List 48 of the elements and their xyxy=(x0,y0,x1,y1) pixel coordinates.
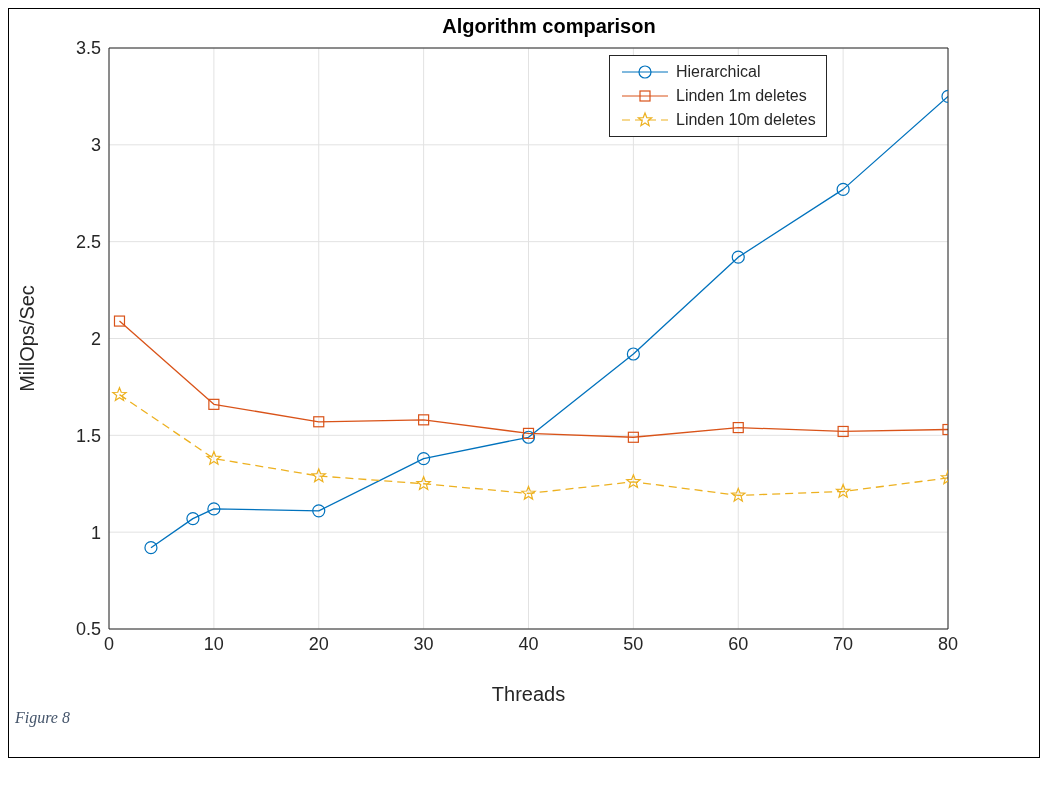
point xyxy=(418,414,430,426)
point xyxy=(730,487,746,502)
point xyxy=(207,502,221,516)
point xyxy=(313,416,325,428)
legend-label: Linden 1m deletes xyxy=(676,87,807,105)
point xyxy=(732,421,744,434)
point xyxy=(731,250,745,264)
x-tick-label: 40 xyxy=(518,633,539,654)
point xyxy=(522,427,535,439)
point xyxy=(836,182,850,196)
legend-label: Linden 10m deletes xyxy=(676,111,816,129)
point xyxy=(835,483,851,498)
x-tick-label: 0 xyxy=(103,633,115,654)
legend-label: Hierarchical xyxy=(676,63,761,81)
y-tick-label: 3 xyxy=(90,135,101,156)
x-tick-label: 60 xyxy=(728,633,749,654)
point xyxy=(144,541,158,555)
point xyxy=(837,425,849,438)
x-tick-label: 10 xyxy=(203,633,224,654)
y-axis-title: MillOps/Sec xyxy=(16,285,39,392)
y-tick-label: 2.5 xyxy=(75,232,101,253)
point xyxy=(312,504,326,518)
caption: Figure 8 xyxy=(15,709,71,727)
chart-title: Algorithm comparison xyxy=(442,15,656,37)
point xyxy=(311,468,327,483)
point xyxy=(186,512,200,526)
x-tick-label: 20 xyxy=(308,633,329,654)
y-tick-label: 2 xyxy=(90,328,101,349)
x-axis-title: Threads xyxy=(491,683,566,705)
point xyxy=(206,450,222,465)
point xyxy=(417,451,431,466)
y-tick-label: 1 xyxy=(90,522,101,543)
point xyxy=(113,315,126,327)
point xyxy=(208,398,220,410)
y-tick-label: 3.5 xyxy=(75,38,101,59)
y-tick-label: 1.5 xyxy=(75,425,101,446)
x-tick-label: 80 xyxy=(937,633,959,654)
y-tick-label: 0.5 xyxy=(75,619,101,640)
x-tick-label: 30 xyxy=(413,633,434,654)
point xyxy=(521,430,536,444)
point xyxy=(416,476,431,491)
point xyxy=(521,485,536,500)
x-tick-label: 70 xyxy=(833,633,854,654)
x-tick-label: 50 xyxy=(623,633,644,654)
point xyxy=(112,387,127,401)
point xyxy=(626,347,640,361)
point xyxy=(627,431,639,443)
point xyxy=(626,474,641,489)
